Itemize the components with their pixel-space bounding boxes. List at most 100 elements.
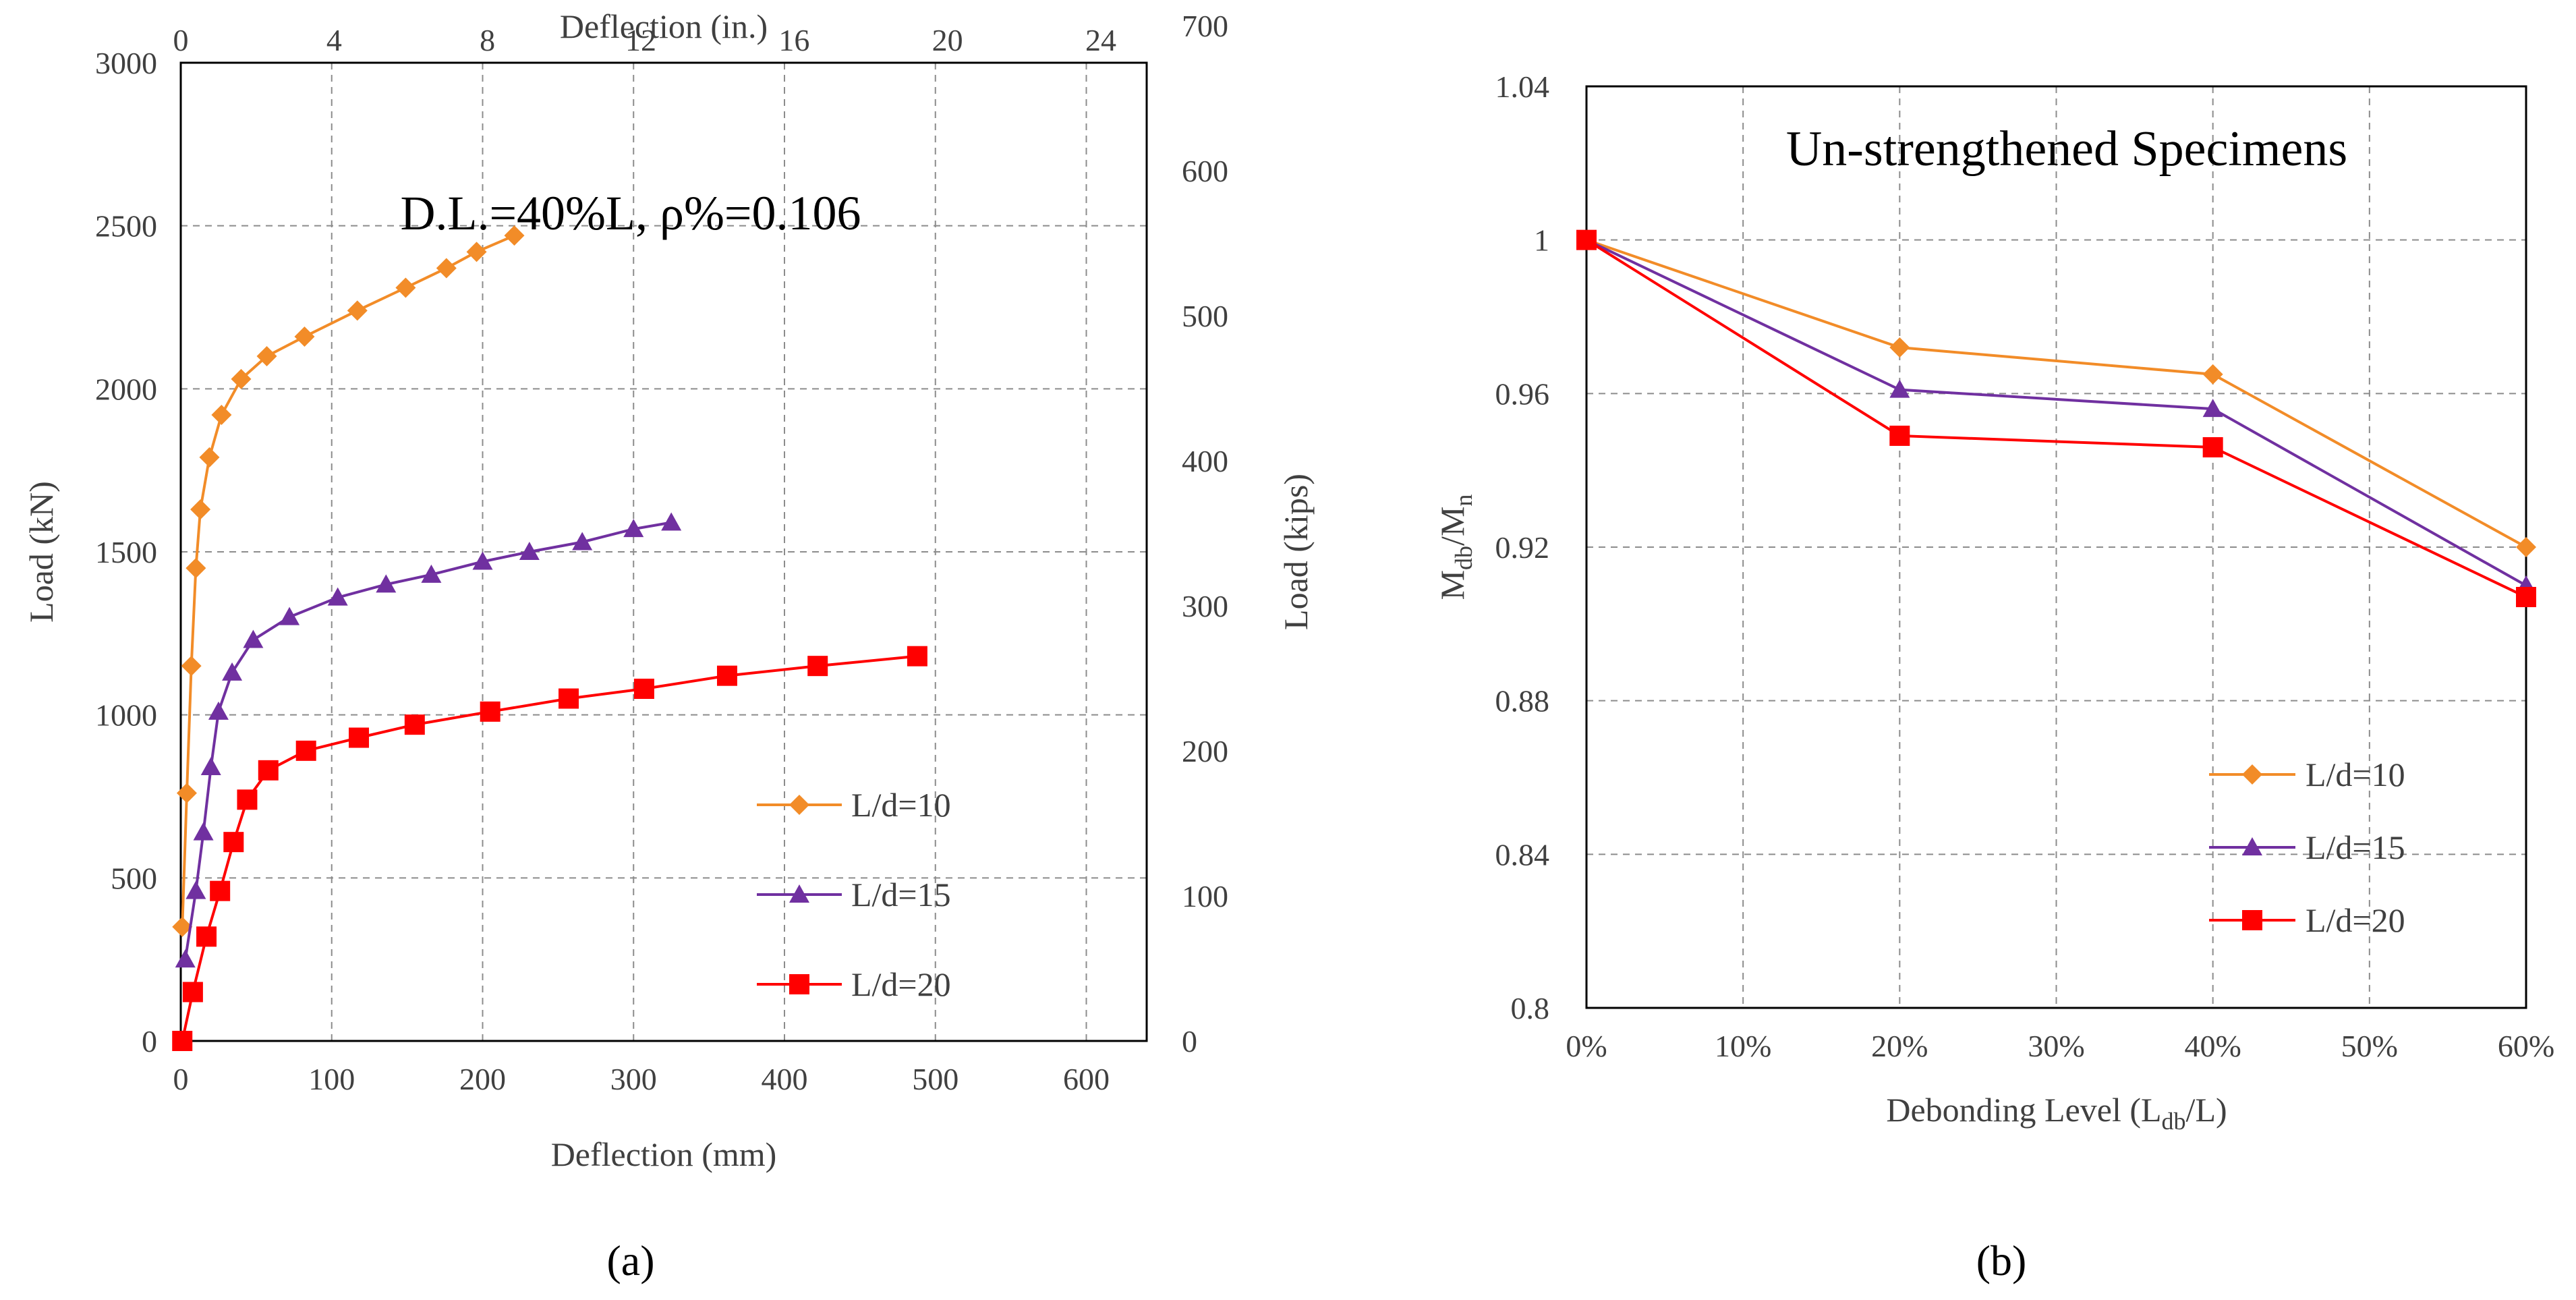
panel-a-data-point <box>181 656 202 677</box>
panel-a-data-point <box>661 512 682 531</box>
panel-b-x-tick-labels: 0% 10% 20% 30% 40% 50% 60% <box>1566 1029 2554 1063</box>
panel-b-y-tick-label: 0.92 <box>1495 530 1550 565</box>
panel-a-x-tick-label: 600 <box>1063 1062 1110 1096</box>
panel-b-y-tick-label: 0.88 <box>1495 684 1550 718</box>
panel-a-data-point <box>421 564 442 583</box>
panel-b-series-line <box>1585 238 2527 598</box>
panel-a-x-tick-label: 0 <box>173 1062 189 1096</box>
panel-a-top-tick-label: 20 <box>932 23 963 57</box>
panel-a-y-tick-label: 3000 <box>95 46 157 80</box>
panel-a-data-point <box>210 880 231 901</box>
panel-a-data-point <box>175 949 196 968</box>
panel-a-data-point <box>258 760 279 781</box>
panel-a-data-point <box>519 542 540 560</box>
panel-a-right-tick-label: 0 <box>1182 1024 1197 1058</box>
panel-a-data-point <box>807 656 828 677</box>
panel-a-top-tick-label: 4 <box>326 23 342 57</box>
panel-b-x-tick-label: 50% <box>2341 1029 2398 1063</box>
panel-a-legend-label: L/d=20 <box>851 965 951 1003</box>
panel-a-data-point <box>504 225 525 246</box>
panel-b-data-point <box>2202 437 2223 458</box>
panel-a-data-point <box>256 346 277 366</box>
panel-a-data-point <box>196 926 217 947</box>
panel-a-data-point <box>231 368 252 389</box>
panel-a-top-tick-label: 0 <box>173 23 189 57</box>
panel-a-data-point <box>185 880 206 899</box>
panel-a-right-tick-label: 700 <box>1182 9 1228 43</box>
panel-a-top-tick-label: 8 <box>480 23 495 57</box>
panel-b-y-axis-label: Mdb/Mn <box>1433 494 1477 600</box>
panel-b-x-tick-label: 40% <box>2185 1029 2241 1063</box>
panel-a-top-axis-label: Deflection (in.) <box>560 7 768 45</box>
panel-a-data-point <box>295 740 316 761</box>
panel-a-data-point <box>327 587 348 606</box>
panel-b-x-tick-label: 0% <box>1566 1029 1607 1063</box>
panel-a-data-point <box>472 551 493 570</box>
panel-b-y-tick-label: 0.96 <box>1495 376 1550 411</box>
panel-a-x-tick-labels: 0 100 200 300 400 500 600 <box>173 1062 1110 1096</box>
panel-a-chart: 0 100 200 300 400 500 600 05001000150020002500… <box>22 7 1315 1284</box>
panel-a-data-point <box>172 916 193 937</box>
panel-a-series <box>172 225 927 1051</box>
panel-a-label: (a) <box>606 1237 654 1284</box>
panel-b-grid <box>1586 86 2527 1008</box>
panel-b-legend-marker <box>2242 837 2262 855</box>
panel-a-data-point <box>572 532 593 550</box>
panel-a-y-tick-label: 2500 <box>95 209 157 244</box>
panel-b-y-tick-label: 0.8 <box>1511 991 1550 1025</box>
panel-a-data-point <box>176 783 197 803</box>
panel-b-legend-label: L/d=20 <box>2306 901 2405 939</box>
panel-a-x-tick-label: 300 <box>610 1062 657 1096</box>
panel-b-legend-label: L/d=15 <box>2306 828 2405 866</box>
panel-b-series-line <box>1586 238 2527 587</box>
panel-a-legend-label: L/d=15 <box>851 876 951 913</box>
panel-a-series-line <box>181 654 918 1042</box>
panel-b-data-point <box>2202 364 2223 385</box>
panel-a-right-tick-label: 500 <box>1182 299 1228 333</box>
panel-a-right-tick-label: 400 <box>1182 444 1228 478</box>
panel-a-series-line <box>181 234 515 927</box>
panel-a-data-point <box>222 662 243 681</box>
panel-a-y-tick-labels: 0 500 1000 1500 2000 2500 3000 <box>95 46 157 1058</box>
panel-a-data-point <box>436 258 457 279</box>
panel-b-legend-marker <box>2242 910 2262 930</box>
panel-a-data-point <box>237 789 258 810</box>
panel-b-y-tick-label: 1 <box>1534 223 1549 258</box>
panel-a-data-point <box>211 405 232 425</box>
panel-a-series-line <box>183 521 672 960</box>
panel-a-x-tick-label: 100 <box>308 1062 355 1096</box>
panel-a-plot-frame <box>179 61 1148 1042</box>
panel-a-y-axis-label: Load (kN) <box>22 481 60 623</box>
panel-b-title: Un-strengthened Specimens <box>1786 121 2347 177</box>
panel-a-legend-marker <box>789 884 809 903</box>
panel-a-data-point <box>623 519 644 538</box>
panel-b-x-tick-label: 30% <box>2028 1029 2084 1063</box>
panel-b-legend: L/d=10 L/d=15 L/d=20 <box>2209 756 2405 939</box>
panel-a-data-point <box>480 701 500 722</box>
panel-b-data-point <box>1889 425 1910 446</box>
panel-a-legend-marker <box>789 795 809 815</box>
panel-a-right-tick-label: 200 <box>1182 734 1228 768</box>
panel-b-y-tick-label: 0.84 <box>1495 837 1550 872</box>
panel-a-data-point <box>376 574 397 593</box>
panel-a-data-point <box>294 327 315 347</box>
panel-a-data-point <box>349 727 370 748</box>
panel-b-y-tick-label: 1.04 <box>1495 69 1550 104</box>
panel-b-data-point <box>1889 379 1910 398</box>
panel-b-x-axis-label: Debonding Level (Ldb/L) <box>1886 1091 2227 1135</box>
panel-a-x-tick-label: 500 <box>912 1062 958 1096</box>
panel-b-series-line <box>1586 238 2527 548</box>
panel-a-data-point <box>907 646 927 667</box>
panel-a-data-point <box>208 701 229 720</box>
panel-b-series <box>1576 229 2536 607</box>
panel-a-data-point <box>395 277 416 298</box>
panel-a-x-axis-label: Deflection (mm) <box>551 1135 777 1173</box>
panel-a-data-point <box>223 832 244 853</box>
panel-a-x-tick-label: 400 <box>762 1062 808 1096</box>
panel-a-data-point <box>193 822 214 841</box>
panel-a-y-tick-label: 1500 <box>95 535 157 569</box>
panel-a-data-point <box>279 606 300 625</box>
panel-a-legend: L/d=10 L/d=15 L/d=20 <box>757 786 951 1003</box>
panel-a-data-point <box>466 242 487 262</box>
panel-b-x-tick-label: 60% <box>2498 1029 2554 1063</box>
